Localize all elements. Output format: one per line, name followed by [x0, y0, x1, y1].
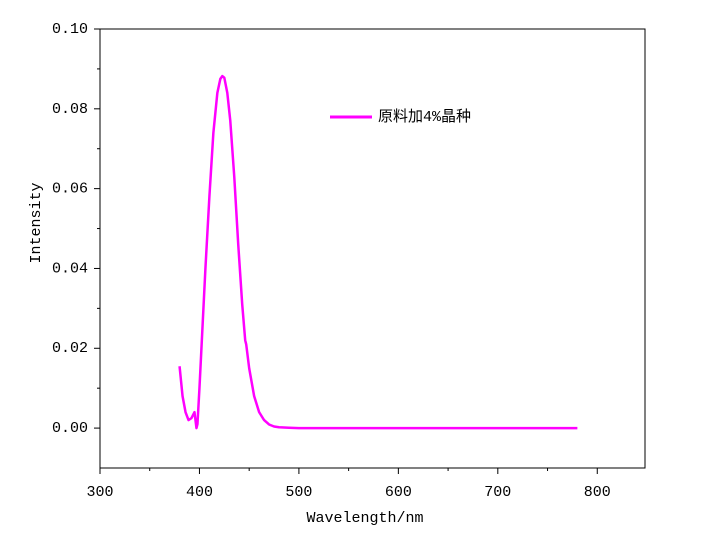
x-tick-label: 300: [86, 484, 113, 501]
y-tick-label: 0.00: [52, 420, 88, 437]
legend-label: 原料加4%晶种: [378, 108, 471, 126]
y-tick-label: 0.06: [52, 181, 88, 198]
y-tick-label: 0.04: [52, 260, 88, 277]
x-tick-label: 600: [385, 484, 412, 501]
y-tick-label: 0.10: [52, 21, 88, 38]
x-tick-label: 700: [484, 484, 511, 501]
plot-frame: [99, 28, 646, 469]
x-axis-label: Wavelength/nm: [306, 510, 423, 527]
data-line: [178, 74, 578, 430]
x-tick-label: 400: [186, 484, 213, 501]
y-axis-label: Intensity: [28, 182, 45, 263]
y-tick-label: 0.02: [52, 340, 88, 357]
x-tick-label: 500: [285, 484, 312, 501]
x-tick-label: 800: [584, 484, 611, 501]
y-tick-label: 0.08: [52, 101, 88, 118]
